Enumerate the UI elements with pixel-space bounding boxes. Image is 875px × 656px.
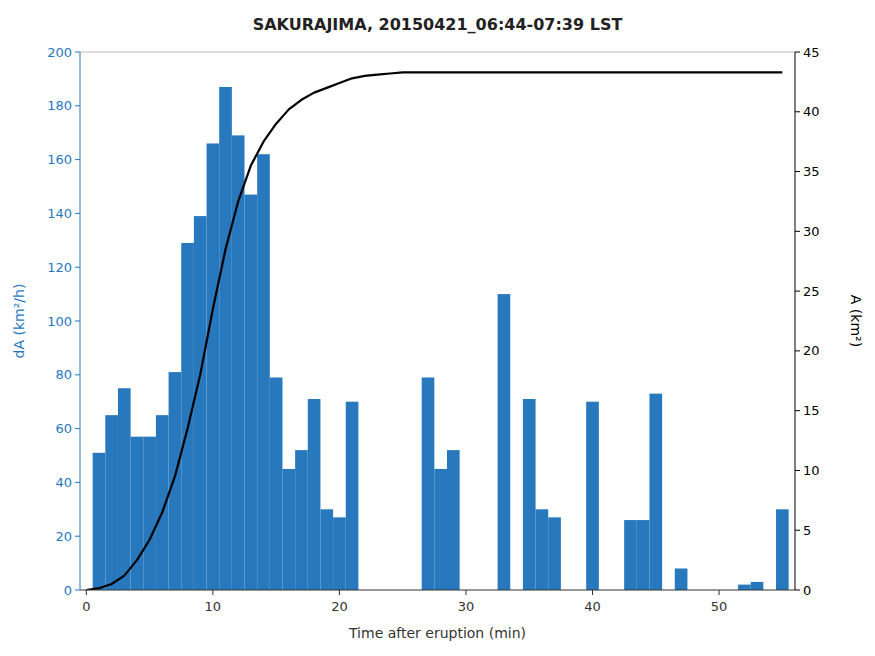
bar — [308, 399, 321, 590]
y-tick-label: 140 — [47, 206, 72, 221]
bar — [447, 450, 460, 590]
x-tick — [86, 590, 87, 595]
y-tick — [75, 428, 80, 429]
bar — [93, 453, 106, 590]
bar — [219, 87, 232, 590]
bar — [586, 402, 599, 590]
bar — [422, 377, 435, 590]
bar — [245, 195, 258, 590]
y-tick-label: 100 — [47, 314, 72, 329]
plot-area — [86, 72, 788, 590]
y-tick-label: 40 — [55, 475, 72, 490]
x-tick-label: 50 — [711, 599, 728, 614]
bar — [498, 294, 511, 590]
bar — [295, 450, 308, 590]
y-tick-label: 0 — [64, 583, 72, 598]
bar — [169, 372, 182, 590]
y-axis-label: dA (km²/h) — [11, 284, 27, 359]
bar — [207, 143, 220, 590]
y-tick — [75, 536, 80, 537]
x-axis-line — [80, 590, 795, 591]
y-tick-label: 120 — [47, 260, 72, 275]
bar — [776, 509, 789, 590]
y-tick-label: 80 — [55, 367, 72, 382]
y-tick — [75, 482, 80, 483]
y2-tick — [795, 111, 800, 112]
bar — [105, 415, 118, 590]
x-tick — [212, 590, 213, 595]
y2-tick-label: 20 — [803, 343, 820, 358]
y-tick — [75, 159, 80, 160]
y-tick-label: 160 — [47, 152, 72, 167]
y2-tick-label: 30 — [803, 224, 820, 239]
axes: 0 10 20 30 40 50 0 20 40 60 80 100 120 140 160 180 200 0 5… — [47, 45, 819, 615]
bar — [624, 520, 637, 590]
y2-tick-label: 25 — [803, 284, 820, 299]
x-tick — [719, 590, 720, 595]
y-tick-label: 60 — [55, 421, 72, 436]
bar — [751, 582, 764, 590]
y-tick-label: 180 — [47, 98, 72, 113]
y-tick — [75, 213, 80, 214]
y2-tick-label: 35 — [803, 164, 820, 179]
x-axis-label: Time after eruption (min) — [348, 625, 526, 641]
bar — [536, 509, 549, 590]
y2-tick-label: 10 — [803, 463, 820, 478]
y2-tick — [795, 410, 800, 411]
y-tick — [75, 590, 80, 591]
y2-tick — [795, 52, 800, 53]
y-tick — [75, 321, 80, 322]
y-tick-label: 200 — [47, 45, 72, 60]
y2-tick — [795, 231, 800, 232]
y-tick-label: 20 — [55, 529, 72, 544]
bar — [257, 154, 270, 590]
chart: 0 10 20 30 40 50 0 20 40 60 80 100 120 140 160 180 200 0 5… — [0, 0, 875, 656]
y2-tick — [795, 470, 800, 471]
bar — [270, 377, 283, 590]
y-tick — [75, 52, 80, 53]
y2-tick-label: 0 — [803, 583, 811, 598]
x-tick-label: 20 — [331, 599, 348, 614]
bar — [523, 399, 536, 590]
bar — [320, 509, 333, 590]
y2-tick — [795, 590, 800, 591]
bar — [434, 469, 447, 590]
y2-tick — [795, 530, 800, 531]
y2-tick-label: 45 — [803, 45, 820, 60]
y2-axis-label: A (km²) — [848, 295, 864, 347]
y-tick — [75, 105, 80, 106]
y2-axis-line — [795, 52, 796, 590]
bar — [282, 469, 295, 590]
bar — [738, 585, 751, 590]
y-tick — [75, 267, 80, 268]
bar — [675, 568, 688, 590]
y2-tick — [795, 171, 800, 172]
bar — [548, 517, 561, 590]
x-tick — [339, 590, 340, 595]
bar — [637, 520, 650, 590]
y-tick — [75, 374, 80, 375]
bar — [118, 388, 131, 590]
x-tick — [465, 590, 466, 595]
top-frame-line — [80, 52, 795, 53]
x-tick-label: 40 — [584, 599, 601, 614]
title: SAKURAJIMA, 20150421_06:44-07:39 LST — [253, 15, 623, 34]
y2-tick-label: 15 — [803, 403, 820, 418]
y2-tick — [795, 350, 800, 351]
y2-tick-label: 5 — [803, 523, 811, 538]
bar — [194, 216, 207, 590]
y2-tick-label: 40 — [803, 104, 820, 119]
x-tick-label: 30 — [458, 599, 475, 614]
x-tick-label: 10 — [205, 599, 222, 614]
bar — [346, 402, 359, 590]
line — [86, 72, 782, 590]
bar — [649, 394, 662, 590]
y2-tick — [795, 291, 800, 292]
x-tick-label: 0 — [82, 599, 90, 614]
bar — [333, 517, 346, 590]
x-tick — [592, 590, 593, 595]
bar — [181, 243, 194, 590]
bar — [143, 437, 156, 590]
